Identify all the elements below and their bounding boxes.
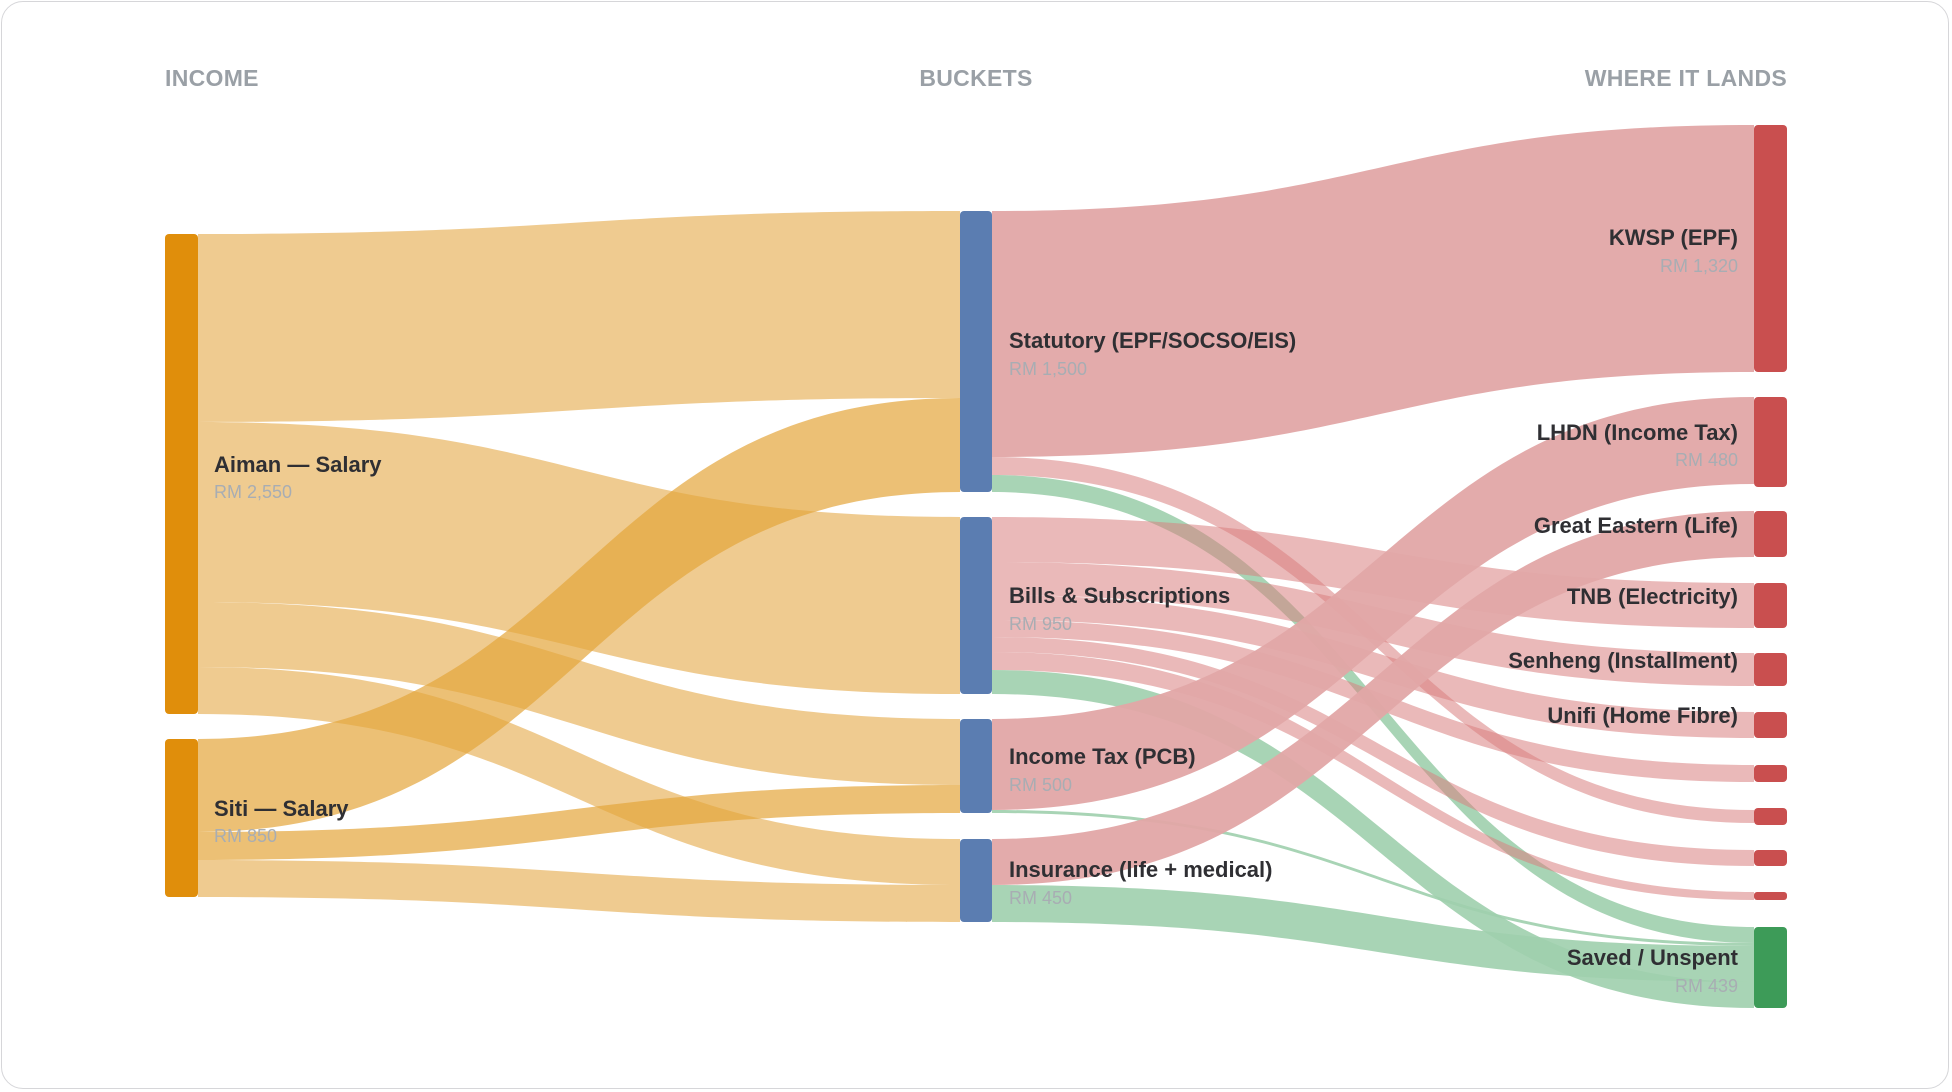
income-tax-label: Income Tax (PCB)	[1009, 744, 1196, 769]
link-insurance-saved[interactable]	[992, 885, 1754, 982]
node-unlabeled-1[interactable]	[1754, 765, 1787, 782]
link-aiman-tax[interactable]	[198, 602, 960, 785]
link-siti-insurance[interactable]	[198, 860, 960, 922]
unifi-label: Unifi (Home Fibre)	[1547, 703, 1738, 728]
income-tax-value: RM 500	[1009, 775, 1072, 795]
node-lhdn[interactable]	[1754, 397, 1787, 487]
siti-salary-value: RM 850	[214, 826, 277, 846]
income-column-header: INCOME	[165, 65, 259, 91]
node-senheng[interactable]	[1754, 653, 1787, 686]
aiman-salary-label: Aiman — Salary	[214, 452, 382, 477]
node-aiman-salary[interactable]	[165, 234, 198, 714]
aiman-salary-value: RM 2,550	[214, 482, 292, 502]
node-great-eastern[interactable]	[1754, 511, 1787, 557]
income-links	[198, 211, 960, 922]
statutory-label: Statutory (EPF/SOCSO/EIS)	[1009, 328, 1296, 353]
link-siti-statutory[interactable]	[198, 398, 960, 832]
lhdn-label: LHDN (Income Tax)	[1537, 420, 1738, 445]
tnb-label: TNB (Electricity)	[1567, 584, 1738, 609]
node-saved[interactable]	[1754, 927, 1787, 1008]
link-aiman-bills[interactable]	[198, 422, 960, 694]
node-unifi[interactable]	[1754, 712, 1787, 738]
statutory-value: RM 1,500	[1009, 359, 1087, 379]
insurance-value: RM 450	[1009, 888, 1072, 908]
kwsp-label: KWSP (EPF)	[1609, 225, 1738, 250]
link-bills-small-3[interactable]	[992, 652, 1754, 900]
link-aiman-statutory[interactable]	[198, 211, 960, 422]
expense-links	[992, 125, 1754, 1008]
link-siti-tax[interactable]	[198, 785, 960, 860]
kwsp-value: RM 1,320	[1660, 256, 1738, 276]
node-siti-salary[interactable]	[165, 739, 198, 897]
link-bills-small-2[interactable]	[992, 637, 1754, 866]
node-statutory[interactable]	[960, 211, 992, 492]
link-statutory-kwsp[interactable]	[992, 125, 1754, 457]
senheng-label: Senheng (Installment)	[1508, 648, 1738, 673]
node-tnb[interactable]	[1754, 583, 1787, 628]
lhdn-value: RM 480	[1675, 450, 1738, 470]
great-eastern-label: Great Eastern (Life)	[1534, 513, 1738, 538]
buckets-column-header: BUCKETS	[919, 65, 1032, 91]
node-kwsp[interactable]	[1754, 125, 1787, 372]
node-unlabeled-4[interactable]	[1754, 892, 1787, 900]
insurance-label: Insurance (life + medical)	[1009, 857, 1272, 882]
bills-value: RM 950	[1009, 614, 1072, 634]
node-bills[interactable]	[960, 517, 992, 694]
siti-salary-label: Siti — Salary	[214, 796, 349, 821]
node-unlabeled-3[interactable]	[1754, 850, 1787, 866]
node-insurance[interactable]	[960, 839, 992, 922]
link-bills-saved[interactable]	[992, 670, 1754, 1008]
node-income-tax[interactable]	[960, 719, 992, 813]
saved-label: Saved / Unspent	[1567, 945, 1739, 970]
destinations-column-header: WHERE IT LANDS	[1585, 65, 1787, 91]
link-tax-lhdn[interactable]	[992, 397, 1754, 810]
bills-label: Bills & Subscriptions	[1009, 583, 1230, 608]
node-unlabeled-2[interactable]	[1754, 808, 1787, 825]
link-bills-unifi[interactable]	[992, 595, 1754, 738]
link-insurance-great-eastern[interactable]	[992, 511, 1754, 885]
saved-value: RM 439	[1675, 976, 1738, 996]
